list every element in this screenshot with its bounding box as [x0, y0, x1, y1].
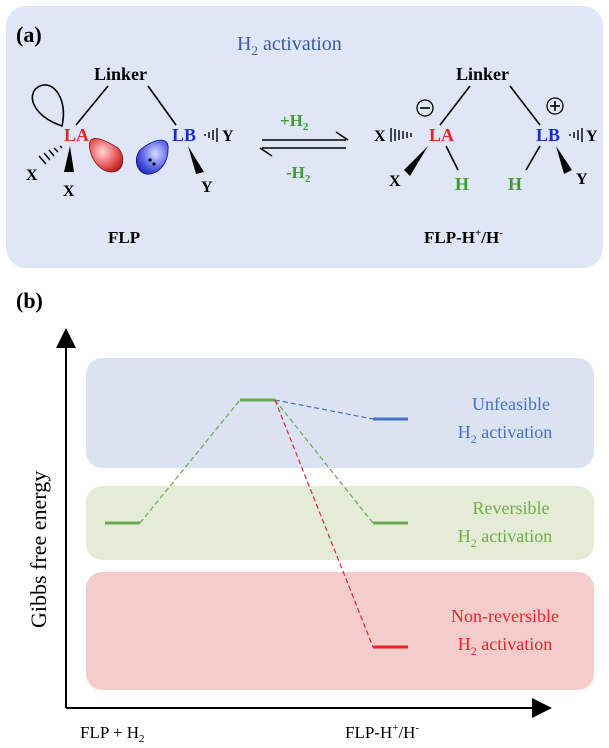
h-label-base: H	[508, 174, 522, 194]
wedge-bond-right-lb	[556, 146, 572, 174]
y-label-right-1: Y	[586, 128, 598, 145]
flp-structure: Linker LA X X LB Y	[26, 64, 234, 247]
band-non-reversible	[86, 572, 594, 690]
lone-pair-dot-icon	[148, 158, 152, 162]
bond-linker-la-left	[75, 85, 109, 126]
x-label-left-2: X	[63, 183, 75, 200]
blue-orbital-lobe-icon	[136, 139, 169, 175]
equilibrium-arrows: +H2 -H2	[259, 111, 349, 185]
hashed-bond-right-lb	[569, 128, 583, 142]
linker-label-left: Linker	[94, 64, 147, 84]
bond-la-h	[445, 145, 459, 171]
path-ts-to-reversible	[274, 399, 374, 524]
x-label-left-1: X	[26, 167, 38, 184]
la-label-left: LA	[64, 125, 89, 145]
panel-a-label: (a)	[16, 22, 42, 47]
hashed-bond-left-la	[38, 145, 63, 165]
unfeasible-label-line1: Unfeasible	[472, 394, 550, 414]
hashed-bond-left-lb	[204, 128, 218, 142]
la-label-right: LA	[429, 125, 454, 145]
empty-orbital-icon	[31, 84, 65, 128]
h-label-acid: H	[455, 174, 469, 194]
panel-a-title: H2 activation	[237, 33, 342, 58]
lb-label-right: LB	[536, 125, 560, 145]
hashed-bond-right-la	[390, 128, 412, 142]
path-ts-to-unfeasible	[274, 399, 374, 420]
panel-b-label: (b)	[16, 288, 43, 313]
bond-linker-lb-right	[509, 85, 541, 126]
x-label-product: FLP-H+/H-	[345, 722, 419, 742]
x-label-reactant: FLP + H2	[80, 723, 145, 745]
path-reactant-to-ts	[139, 399, 241, 524]
y-label-right-2: Y	[576, 171, 588, 188]
y-label-left-2: Y	[201, 179, 213, 196]
x-label-right-1: X	[374, 128, 386, 145]
unfeasible-label-line2: H2 activation	[458, 422, 552, 446]
forward-arrow-head-icon	[335, 131, 349, 141]
panel-a-background	[6, 6, 603, 268]
reversible-label-line1: Reversible	[473, 498, 550, 518]
minus-h2-label: -H2	[286, 163, 311, 185]
backward-arrow-head-icon	[259, 147, 273, 157]
lone-pair-dot-icon	[152, 162, 156, 166]
x-label-right-2: X	[389, 173, 401, 190]
flp-h-structure: Linker LA X X H LB	[374, 64, 598, 247]
negative-charge-icon	[416, 99, 434, 117]
positive-charge-icon	[546, 97, 564, 115]
path-ts-to-non-reversible	[274, 399, 374, 648]
lb-label-left: LB	[172, 125, 196, 145]
y-axis-label: Gibbs free energy	[26, 471, 51, 628]
wedge-bond-right-la	[404, 146, 428, 176]
y-label-left-1: Y	[222, 128, 234, 145]
bond-linker-la-right	[439, 85, 471, 126]
non-reversible-label-line2: H2 activation	[458, 634, 552, 658]
reversible-label-line2: H2 activation	[458, 526, 552, 550]
linker-label-right: Linker	[456, 64, 509, 84]
wedge-bond-left-lb	[188, 146, 204, 174]
flp-h-caption: FLP-H+/H-	[424, 227, 503, 247]
flp-caption: FLP	[108, 228, 140, 247]
bond-lb-h	[525, 145, 541, 171]
wedge-bond-left-la	[64, 146, 74, 172]
plus-h2-label: +H2	[280, 111, 309, 133]
bond-linker-lb-left	[147, 85, 177, 126]
band-reversible	[86, 486, 594, 560]
non-reversible-label-line1: Non-reversible	[451, 606, 559, 626]
red-orbital-lobe-icon	[89, 138, 124, 173]
